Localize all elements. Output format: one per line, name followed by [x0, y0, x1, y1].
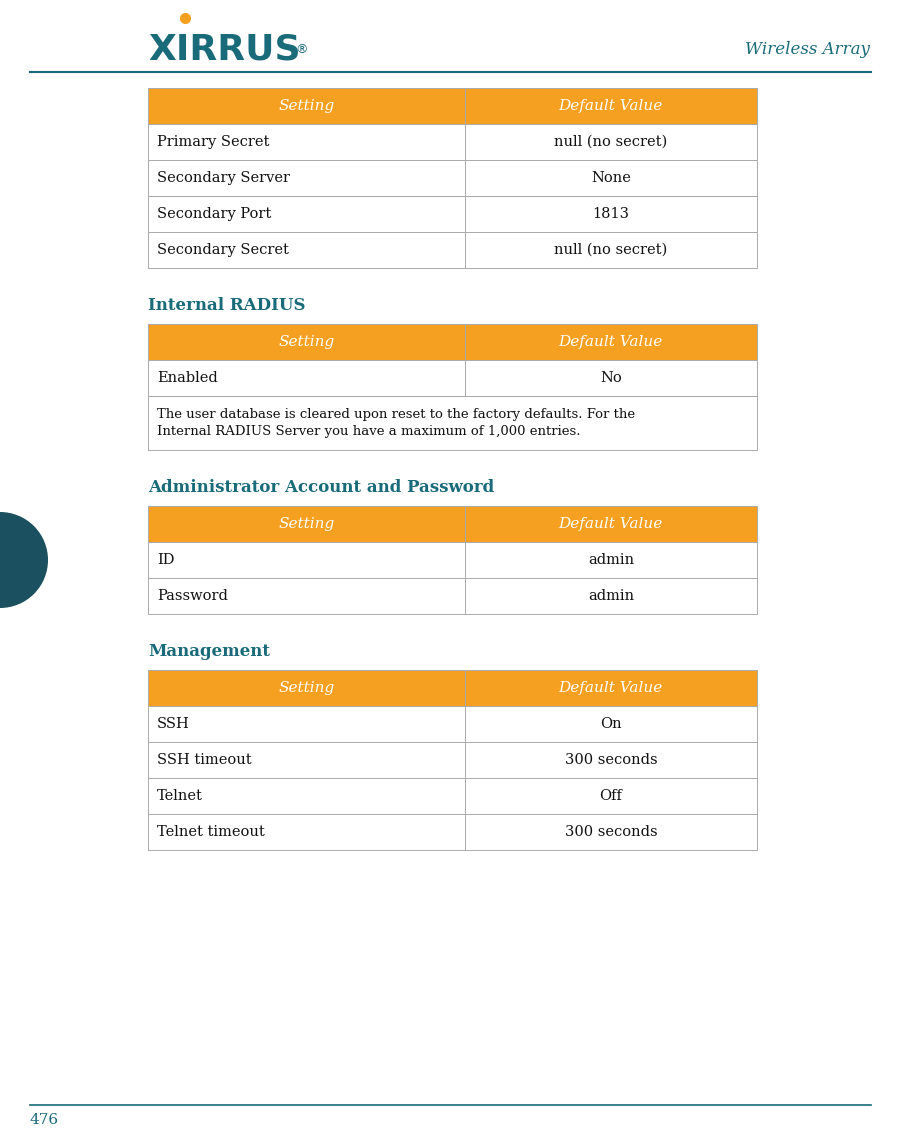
Bar: [465, 88, 757, 123]
Text: 476: 476: [30, 1113, 59, 1127]
Bar: [148, 232, 465, 269]
Text: Administrator Account and Password: Administrator Account and Password: [148, 479, 495, 496]
Text: 1813: 1813: [592, 207, 629, 221]
Text: null (no secret): null (no secret): [554, 242, 668, 257]
Text: None: None: [591, 171, 631, 185]
Text: Default Value: Default Value: [559, 681, 663, 695]
Bar: [465, 778, 757, 813]
Text: XIRRUS: XIRRUS: [148, 33, 301, 67]
Bar: [465, 232, 757, 269]
Bar: [148, 196, 465, 232]
Text: No: No: [600, 370, 622, 385]
Text: The user database is cleared upon reset to the factory defaults. For the
Interna: The user database is cleared upon reset …: [157, 408, 635, 438]
Bar: [148, 742, 465, 778]
Text: 300 seconds: 300 seconds: [565, 753, 657, 767]
Bar: [465, 670, 757, 706]
Text: Telnet timeout: Telnet timeout: [157, 825, 265, 840]
Text: Primary Secret: Primary Secret: [157, 135, 269, 150]
Text: Setting: Setting: [278, 335, 334, 349]
Bar: [148, 706, 465, 742]
Bar: [465, 324, 757, 360]
Text: Default Value: Default Value: [559, 335, 663, 349]
Bar: [148, 123, 465, 160]
Bar: [465, 360, 757, 397]
Text: ®: ®: [295, 43, 307, 57]
Bar: [465, 742, 757, 778]
Text: Default Value: Default Value: [559, 517, 663, 531]
Text: Management: Management: [148, 644, 270, 661]
Text: SSH timeout: SSH timeout: [157, 753, 251, 767]
Bar: [465, 813, 757, 850]
Bar: [148, 360, 465, 397]
Bar: [148, 578, 465, 614]
Bar: [465, 578, 757, 614]
Text: Password: Password: [157, 589, 228, 603]
Bar: [148, 88, 465, 123]
Bar: [148, 813, 465, 850]
Text: Secondary Server: Secondary Server: [157, 171, 290, 185]
Text: Secondary Port: Secondary Port: [157, 207, 271, 221]
Text: SSH: SSH: [157, 717, 190, 731]
Text: Secondary Secret: Secondary Secret: [157, 242, 289, 257]
Bar: [465, 706, 757, 742]
Text: ID: ID: [157, 553, 175, 566]
Bar: [465, 196, 757, 232]
Bar: [465, 506, 757, 542]
Bar: [465, 123, 757, 160]
Text: Setting: Setting: [278, 99, 334, 113]
Bar: [148, 506, 465, 542]
Text: null (no secret): null (no secret): [554, 135, 668, 150]
Wedge shape: [0, 512, 48, 608]
Text: Internal RADIUS: Internal RADIUS: [148, 298, 305, 315]
Text: admin: admin: [587, 589, 634, 603]
Text: Setting: Setting: [278, 681, 334, 695]
Bar: [148, 670, 465, 706]
Bar: [148, 324, 465, 360]
Text: admin: admin: [587, 553, 634, 566]
Bar: [148, 160, 465, 196]
Text: Telnet: Telnet: [157, 789, 203, 803]
Text: 300 seconds: 300 seconds: [565, 825, 657, 840]
Bar: [465, 542, 757, 578]
Text: Enabled: Enabled: [157, 370, 218, 385]
Bar: [148, 778, 465, 813]
Text: Default Value: Default Value: [559, 99, 663, 113]
Text: Setting: Setting: [278, 517, 334, 531]
Bar: [148, 397, 757, 450]
Text: Off: Off: [599, 789, 623, 803]
Text: On: On: [600, 717, 622, 731]
Bar: [148, 542, 465, 578]
Text: Wireless Array: Wireless Array: [745, 42, 870, 59]
Bar: [465, 160, 757, 196]
